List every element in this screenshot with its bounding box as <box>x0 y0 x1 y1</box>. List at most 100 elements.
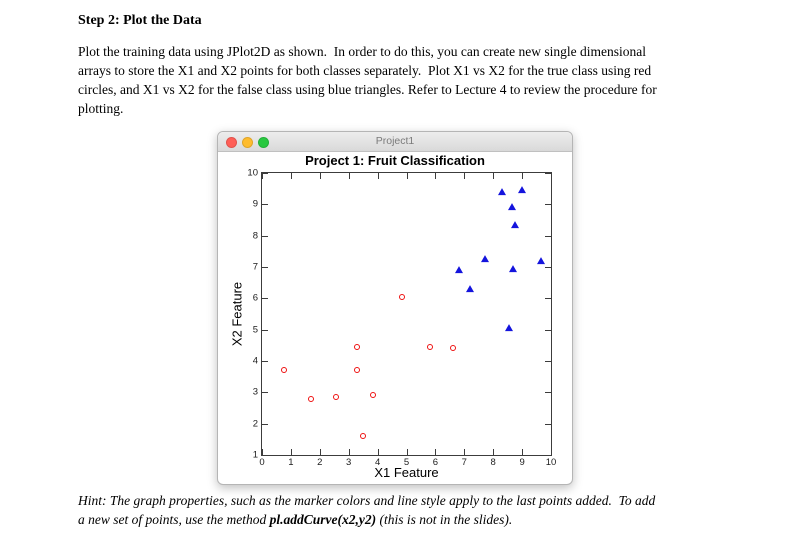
data-point-blue-triangle <box>454 266 463 274</box>
data-point-blue-triangle <box>536 256 545 264</box>
y-tick <box>545 235 551 237</box>
x-tick <box>522 449 524 455</box>
y-tick <box>545 329 551 331</box>
y-tick <box>545 298 551 300</box>
y-tick-label: 8 <box>252 230 258 242</box>
y-tick-label: 7 <box>252 261 258 273</box>
y-tick-label: 9 <box>252 198 258 210</box>
x-tick <box>377 449 379 455</box>
y-tick <box>545 267 551 268</box>
x-tick-label: 1 <box>288 457 294 468</box>
x-tick <box>522 173 524 179</box>
x-tick <box>551 449 552 455</box>
window-titlebar[interactable]: Project1 <box>218 132 572 152</box>
x-tick-label: 0 <box>259 457 265 468</box>
hint-method-name: pl.addCurve(x2,y2) <box>269 512 377 527</box>
y-tick <box>262 204 268 206</box>
x-tick <box>464 449 466 455</box>
traffic-lights <box>226 137 269 148</box>
data-point-red-circle <box>354 367 361 374</box>
y-tick-label: 6 <box>252 292 258 304</box>
data-point-blue-triangle <box>505 324 514 332</box>
x-tick-label: 3 <box>346 457 352 468</box>
data-point-blue-triangle <box>507 203 516 211</box>
x-tick <box>406 173 408 179</box>
x-tick-label: 5 <box>403 457 410 468</box>
close-button[interactable] <box>226 137 237 148</box>
y-tick <box>262 361 268 362</box>
x-tick <box>348 173 350 179</box>
data-point-blue-triangle <box>510 220 519 228</box>
y-tick <box>262 455 268 456</box>
y-tick <box>262 298 268 300</box>
y-tick-label: 4 <box>252 355 258 367</box>
x-tick <box>377 173 379 179</box>
paragraph-line: arrays to store the X1 and X2 points for… <box>78 63 652 78</box>
x-tick <box>435 449 437 455</box>
y-tick-label: 3 <box>252 386 258 398</box>
y-tick <box>545 173 551 174</box>
window-title: Project1 <box>375 135 415 147</box>
x-tick-label: 2 <box>317 457 323 468</box>
hint-line: a new set of points, use the method pl.a… <box>78 510 655 529</box>
data-point-blue-triangle <box>466 285 475 293</box>
y-tick <box>262 173 268 174</box>
data-point-blue-triangle <box>509 264 518 272</box>
y-tick <box>545 423 551 425</box>
y-tick-label: 2 <box>252 418 258 430</box>
x-tick <box>464 173 466 179</box>
y-tick <box>262 235 268 237</box>
zoom-button[interactable] <box>258 137 269 148</box>
data-point-red-circle <box>308 395 315 402</box>
data-point-red-circle <box>360 433 367 440</box>
x-tick-label: 8 <box>490 457 496 468</box>
y-tick <box>545 455 551 456</box>
paragraph-line: plotting. <box>78 101 124 116</box>
x-tick <box>435 173 437 179</box>
data-point-red-circle <box>449 345 456 352</box>
data-point-red-circle <box>370 392 377 399</box>
hint-text: Hint: The graph properties, such as the … <box>78 491 655 529</box>
y-tick-label: 5 <box>252 324 258 336</box>
y-tick-label: 10 <box>247 167 258 179</box>
plot-title: Project 1: Fruit Classification <box>305 153 485 168</box>
data-point-red-circle <box>399 293 406 300</box>
x-tick <box>290 449 292 455</box>
y-tick <box>262 392 268 394</box>
x-tick-label: 9 <box>519 457 525 468</box>
y-tick <box>262 329 268 331</box>
x-tick <box>493 449 495 455</box>
x-tick <box>319 449 321 455</box>
paragraph-line: circles, and X1 vs X2 for the false clas… <box>78 82 657 97</box>
data-point-red-circle <box>426 343 433 350</box>
data-point-red-circle <box>332 394 339 401</box>
x-tick-label: 4 <box>374 457 381 468</box>
x-tick <box>319 173 321 179</box>
data-point-blue-triangle <box>497 187 506 195</box>
x-tick <box>551 173 552 179</box>
x-axis-label: X1 Feature <box>374 465 439 480</box>
x-tick <box>348 449 350 455</box>
hint-line: Hint: The graph properties, such as the … <box>78 493 656 508</box>
y-tick <box>262 423 268 425</box>
x-tick <box>290 173 292 179</box>
y-axis-label: X2 Feature <box>229 281 245 347</box>
minimize-button[interactable] <box>242 137 253 148</box>
project1-window: Project1 Project 1: Fruit Classification… <box>217 131 573 485</box>
x-tick-label: 6 <box>432 457 439 468</box>
x-tick-label: 7 <box>461 457 467 468</box>
x-tick <box>262 449 263 455</box>
y-tick-label: 1 <box>252 449 258 461</box>
x-tick <box>493 173 495 179</box>
step-heading: Step 2: Plot the Data <box>78 13 202 28</box>
x-tick <box>262 173 263 179</box>
data-point-red-circle <box>280 367 287 374</box>
data-point-blue-triangle <box>480 255 489 263</box>
hint-line2-suffix: (this is not in the slides). <box>376 512 513 527</box>
y-tick <box>545 361 551 362</box>
instructions-paragraph: Plot the training data using JPlot2D as … <box>78 42 657 118</box>
y-tick <box>545 204 551 206</box>
data-point-blue-triangle <box>518 186 527 194</box>
y-tick <box>262 267 268 268</box>
data-point-red-circle <box>354 343 361 350</box>
